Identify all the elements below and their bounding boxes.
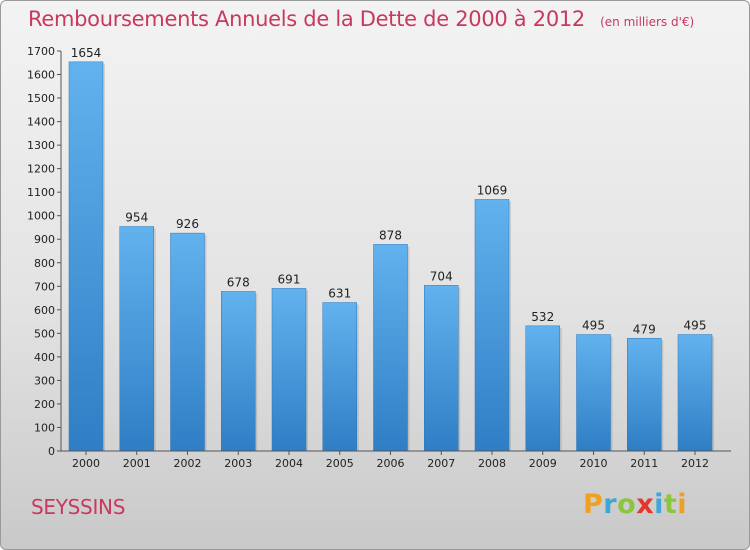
x-tick-label-2009: 2009: [529, 457, 557, 470]
y-tick-label: 1400: [27, 116, 55, 129]
x-tick-label-2003: 2003: [224, 457, 252, 470]
bar-2006: [373, 244, 408, 452]
logo-letter: x: [636, 489, 655, 520]
x-tick-label-2011: 2011: [630, 457, 658, 470]
y-tick-label: 1200: [27, 163, 55, 176]
bar-2001: [119, 226, 154, 452]
bar-2007: [424, 285, 459, 452]
data-label-2010: 495: [582, 319, 605, 333]
data-label-2005: 631: [328, 287, 351, 301]
logo-letter: t: [663, 489, 678, 520]
x-tick-label-2008: 2008: [478, 457, 506, 470]
chart-title: Remboursements Annuels de la Dette de 20…: [28, 7, 585, 31]
logo-letter: r: [603, 489, 618, 520]
x-tick-label-2002: 2002: [174, 457, 202, 470]
logo-letter: i: [654, 489, 664, 520]
x-tick-label-2006: 2006: [377, 457, 405, 470]
x-tick-label-2010: 2010: [580, 457, 608, 470]
data-label-2001: 954: [125, 211, 148, 225]
data-label-2007: 704: [430, 269, 453, 283]
y-tick-label: 200: [34, 398, 55, 411]
y-tick-label: 400: [34, 351, 55, 364]
bar-2004: [271, 288, 307, 452]
bar-2009: [525, 325, 560, 452]
y-tick-label: 700: [34, 280, 55, 293]
x-tick-label-2001: 2001: [123, 457, 151, 470]
x-tick-label-2007: 2007: [427, 457, 455, 470]
data-label-2000: 1654: [71, 46, 102, 60]
y-tick-label: 1600: [27, 69, 55, 82]
axes-layer: 0 100 200 300 400 500 600 700 800 900 1000 1100 1200…: [27, 45, 731, 470]
bar-2002: [170, 232, 205, 452]
data-label-2004: 691: [278, 272, 301, 286]
data-label-2009: 532: [531, 310, 554, 324]
y-tick-label: 1700: [27, 45, 55, 58]
y-tick-label: 1000: [27, 210, 55, 223]
proxiti-logo: Proxiti: [583, 489, 687, 520]
y-tick-label: 1100: [27, 186, 55, 199]
x-tick-label-2000: 2000: [72, 457, 100, 470]
bar-2005: [322, 302, 357, 452]
bar-2008: [474, 199, 510, 452]
commune-label: SEYSSINS: [31, 495, 126, 519]
y-tick-label: 500: [34, 327, 55, 340]
logo-letter: i: [677, 489, 688, 520]
bar-2000: [68, 61, 104, 452]
y-tick-label: 900: [34, 233, 55, 246]
data-label-2011: 479: [633, 322, 656, 336]
chart-subtitle: (en milliers d'€): [600, 15, 695, 29]
data-label-2008: 1069: [477, 183, 508, 197]
y-tick-label: 800: [34, 257, 55, 270]
logo-letter: P: [583, 489, 604, 520]
x-tick-label-2004: 2004: [275, 457, 303, 470]
x-tick-label-2005: 2005: [326, 457, 354, 470]
y-tick-label: 0: [48, 445, 55, 458]
y-tick-label: 300: [34, 374, 55, 387]
data-label-2003: 678: [227, 275, 250, 289]
bar-2010: [576, 334, 611, 452]
y-tick-label: 100: [34, 421, 55, 434]
logo-letter: o: [617, 489, 637, 520]
data-label-2002: 926: [176, 217, 199, 231]
title-row: Remboursements Annuels de la Dette de 20…: [28, 7, 694, 31]
y-tick-label: 1500: [27, 92, 55, 105]
data-label-2006: 878: [379, 228, 402, 242]
data-label-2012: 495: [684, 319, 707, 333]
bar-2012: [677, 334, 713, 452]
x-tick-label-2012: 2012: [681, 457, 709, 470]
y-tick-label: 1300: [27, 139, 55, 152]
y-tick-label: 600: [34, 304, 55, 317]
bar-2003: [221, 291, 256, 452]
bars-layer: [68, 61, 714, 452]
bar-2011: [627, 338, 662, 452]
